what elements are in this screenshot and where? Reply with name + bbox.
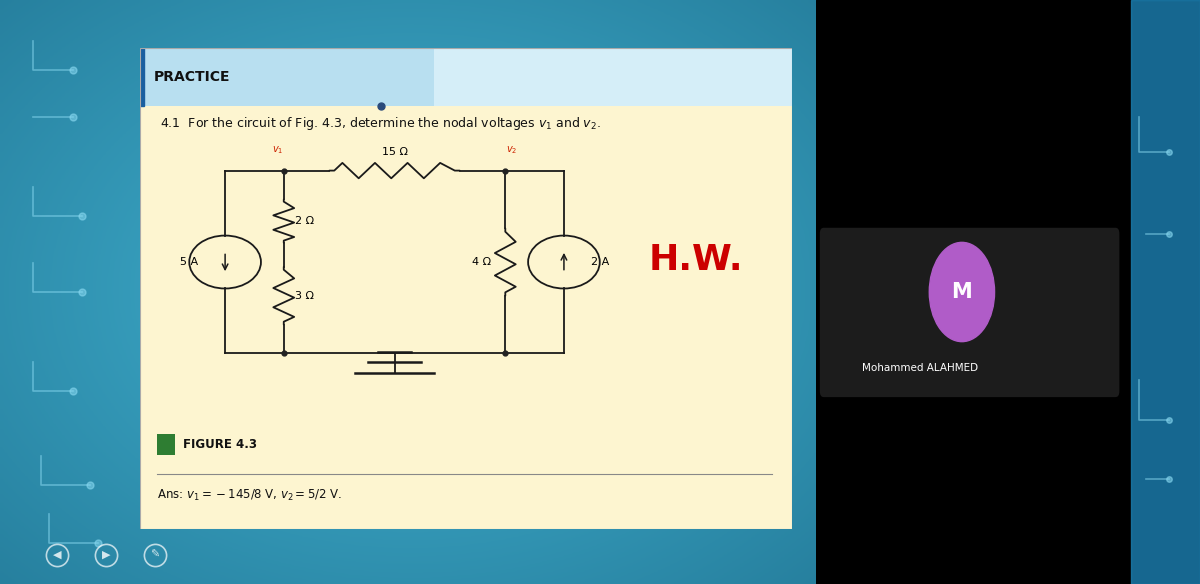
Text: H.W.: H.W. (649, 242, 743, 277)
Text: ✎: ✎ (150, 550, 160, 560)
Text: 2 A: 2 A (590, 257, 608, 267)
Text: $v_1$: $v_1$ (271, 144, 283, 156)
Text: ▶: ▶ (102, 550, 110, 560)
Bar (140, 48, 792, 106)
Bar (157, 434, 175, 454)
Text: FIGURE 4.3: FIGURE 4.3 (182, 439, 257, 451)
Text: Ans: $v_1 = -145/8$ V, $v_2 = 5/2$ V.: Ans: $v_1 = -145/8$ V, $v_2 = 5/2$ V. (157, 488, 342, 503)
Text: 15 Ω: 15 Ω (382, 147, 408, 157)
Bar (140, 106, 792, 529)
Bar (140, 48, 144, 106)
Text: $v_2$: $v_2$ (506, 144, 517, 156)
Text: 4.1  For the circuit of Fig. 4.3, determine the nodal voltages $v_1$ and $v_2$.: 4.1 For the circuit of Fig. 4.3, determi… (160, 116, 601, 133)
Text: 5 A: 5 A (180, 257, 198, 267)
Text: ◀: ◀ (53, 550, 61, 560)
Bar (433, 48, 792, 106)
Text: 2 Ω: 2 Ω (295, 216, 314, 226)
Text: PRACTICE: PRACTICE (154, 70, 230, 84)
Bar (1130, 0, 1200, 584)
Text: Nodal analysis: Nodal analysis (139, 179, 366, 207)
Text: 3 Ω: 3 Ω (295, 291, 314, 301)
FancyBboxPatch shape (820, 228, 1120, 397)
Text: Mohammed ALAHMED: Mohammed ALAHMED (862, 363, 978, 373)
Text: M: M (952, 282, 972, 302)
Circle shape (929, 242, 995, 342)
Text: 4 Ω: 4 Ω (472, 257, 491, 267)
